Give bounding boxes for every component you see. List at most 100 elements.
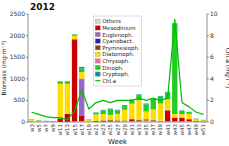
y2-axis-label: Chl.a (mg·l⁻¹) — [224, 48, 229, 89]
marks — [29, 19, 206, 122]
bar-segment — [79, 116, 84, 121]
legend-swatch — [95, 26, 100, 30]
bar-segment — [151, 120, 156, 121]
bar-segment — [36, 120, 41, 121]
y-tick — [26, 122, 28, 123]
bar-segment — [201, 120, 206, 121]
y-tick-label: 2000 — [10, 32, 25, 39]
bar-segment — [129, 119, 134, 120]
bar-segment — [122, 105, 127, 106]
x-tick-label: w39 — [157, 124, 163, 136]
bar-segment — [79, 79, 84, 80]
chart: 050010001500200025000246810w3w5w7w9w11w1… — [0, 0, 229, 146]
x-tick-label: w25 — [107, 124, 113, 136]
legend-swatch — [95, 46, 100, 50]
bar-segment — [143, 105, 148, 112]
bar-segment — [143, 119, 148, 120]
x-tick-label: w9 — [50, 124, 56, 132]
legend-swatch — [95, 59, 100, 63]
bar-segment — [194, 119, 199, 121]
legend-items: OthersMesodiniumEuglenoph.Cyanobact.Prym… — [95, 18, 140, 83]
bar-segment — [143, 120, 148, 121]
bar-segment — [194, 119, 199, 120]
bar-segment — [115, 110, 120, 113]
bar-segment — [93, 112, 98, 113]
bar-segment — [65, 82, 70, 84]
bar-segment — [72, 39, 77, 121]
bar-segment — [115, 114, 120, 120]
bar-segment — [79, 79, 84, 116]
legend: OthersMesodiniumEuglenoph.Cyanobact.Prym… — [93, 16, 141, 86]
bar-segment — [36, 121, 41, 122]
bar-segment — [151, 120, 156, 121]
bar-segment — [136, 120, 141, 121]
bar-segment — [108, 110, 113, 115]
legend-swatch — [95, 72, 100, 76]
bar-segment — [194, 118, 199, 120]
bar-segment — [108, 109, 113, 110]
bar-segment — [201, 120, 206, 121]
bar-segment — [122, 121, 127, 122]
bar-segment — [108, 115, 113, 120]
bar-segment — [108, 120, 113, 121]
bar-segment — [151, 109, 156, 120]
x-tick-label: w51 — [200, 124, 206, 136]
bar-segment — [143, 104, 148, 105]
bar-segment — [129, 119, 134, 121]
x-tick-label: w43 — [172, 124, 178, 136]
bar-segment — [93, 114, 98, 120]
bar-segment — [186, 111, 191, 112]
bar-segment — [29, 119, 34, 120]
legend-swatch — [95, 52, 100, 56]
y2-tick-label: 10 — [210, 10, 218, 17]
y2-tick — [207, 78, 209, 79]
bar-segment — [108, 120, 113, 121]
y-tick — [26, 14, 28, 15]
bar-segment — [65, 81, 70, 83]
bar-segment — [186, 119, 191, 121]
legend-swatch — [95, 32, 100, 36]
x-tick-label: w11 — [57, 124, 63, 136]
y-axis — [28, 14, 29, 122]
legend-swatch — [95, 19, 100, 23]
y2-tick-label: 8 — [210, 32, 214, 39]
x-tick-label: w37 — [150, 124, 156, 136]
bar-segment — [93, 113, 98, 115]
bar-segment — [136, 100, 141, 119]
y-tick-label: 500 — [14, 96, 26, 103]
bar-segment — [129, 119, 134, 120]
bar-segment — [158, 104, 163, 121]
bar-segment — [136, 120, 141, 121]
bar-segment — [122, 121, 127, 122]
bar-segment — [72, 35, 77, 36]
bar-segment — [79, 72, 84, 78]
y2-axis — [207, 14, 208, 122]
y-tick — [26, 100, 28, 101]
legend-frame — [93, 16, 141, 86]
x-axis — [28, 122, 207, 123]
y-tick-label: 1000 — [10, 75, 25, 82]
bar-segment — [136, 120, 141, 121]
x-tick-label: w27 — [115, 124, 121, 136]
bar-segment — [165, 111, 170, 122]
y2-tick — [207, 35, 209, 36]
bar-segment — [201, 120, 206, 121]
x-axis-label: Week — [108, 138, 128, 146]
bar-segment — [172, 114, 177, 117]
bar-segment — [86, 119, 91, 120]
bar-segment — [201, 119, 206, 120]
bar-segment — [86, 119, 91, 120]
x-tick-label: w31 — [129, 124, 135, 136]
y-tick-label: 0 — [21, 118, 25, 125]
x-tick-label: w17 — [79, 124, 85, 136]
bar-segment — [186, 114, 191, 119]
title: 2012 — [30, 2, 55, 12]
bar-segment — [100, 120, 105, 121]
y-axis-label: Biomass (mg·m⁻³) — [0, 41, 8, 96]
bar-segment — [172, 118, 177, 121]
x-tick-label: w29 — [122, 124, 128, 136]
x-tick-label: w7 — [43, 124, 49, 132]
bar-segment — [115, 120, 120, 122]
y2-tick — [207, 14, 209, 15]
x-tick-label: w49 — [193, 124, 199, 136]
